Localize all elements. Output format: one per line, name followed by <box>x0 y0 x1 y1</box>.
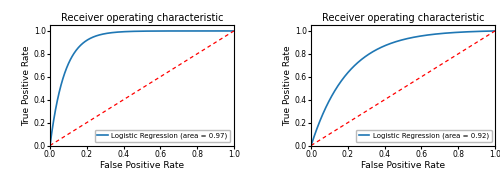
Logistic Regression (area = 0.97) <box>156 30 162 32</box>
Legend: Logistic Regression (area = 0.97): Logistic Regression (area = 0.97) <box>94 130 230 142</box>
Y-axis label: True Positive Rate: True Positive Rate <box>22 45 31 126</box>
Logistic Regression (area = 0.92) <box>418 35 424 37</box>
X-axis label: False Positive Rate: False Positive Rate <box>361 161 445 171</box>
Title: Receiver operating characteristic: Receiver operating characteristic <box>322 13 484 23</box>
Line: Logistic Regression (area = 0.97): Logistic Regression (area = 0.97) <box>50 31 234 146</box>
Logistic Regression (area = 0.92) <box>488 30 494 32</box>
X-axis label: False Positive Rate: False Positive Rate <box>100 161 184 171</box>
Line: Logistic Regression (area = 0.92): Logistic Regression (area = 0.92) <box>311 31 495 146</box>
Logistic Regression (area = 0.92) <box>408 37 414 39</box>
Logistic Regression (area = 0.97) <box>198 30 203 32</box>
Logistic Regression (area = 0.92) <box>396 40 402 42</box>
Logistic Regression (area = 0.97) <box>226 30 232 32</box>
Logistic Regression (area = 0.97) <box>134 30 140 32</box>
Logistic Regression (area = 0.92) <box>492 30 498 32</box>
Logistic Regression (area = 0.92) <box>459 31 465 33</box>
Logistic Regression (area = 0.92) <box>396 39 402 42</box>
Logistic Regression (area = 0.97) <box>136 30 141 32</box>
Logistic Regression (area = 0.97) <box>47 144 53 147</box>
Logistic Regression (area = 0.92) <box>308 144 314 147</box>
Title: Receiver operating characteristic: Receiver operating characteristic <box>60 13 223 23</box>
Logistic Regression (area = 0.97) <box>146 30 152 32</box>
Logistic Regression (area = 0.97) <box>231 30 237 32</box>
Y-axis label: True Positive Rate: True Positive Rate <box>283 45 292 126</box>
Legend: Logistic Regression (area = 0.92): Logistic Regression (area = 0.92) <box>356 130 492 142</box>
